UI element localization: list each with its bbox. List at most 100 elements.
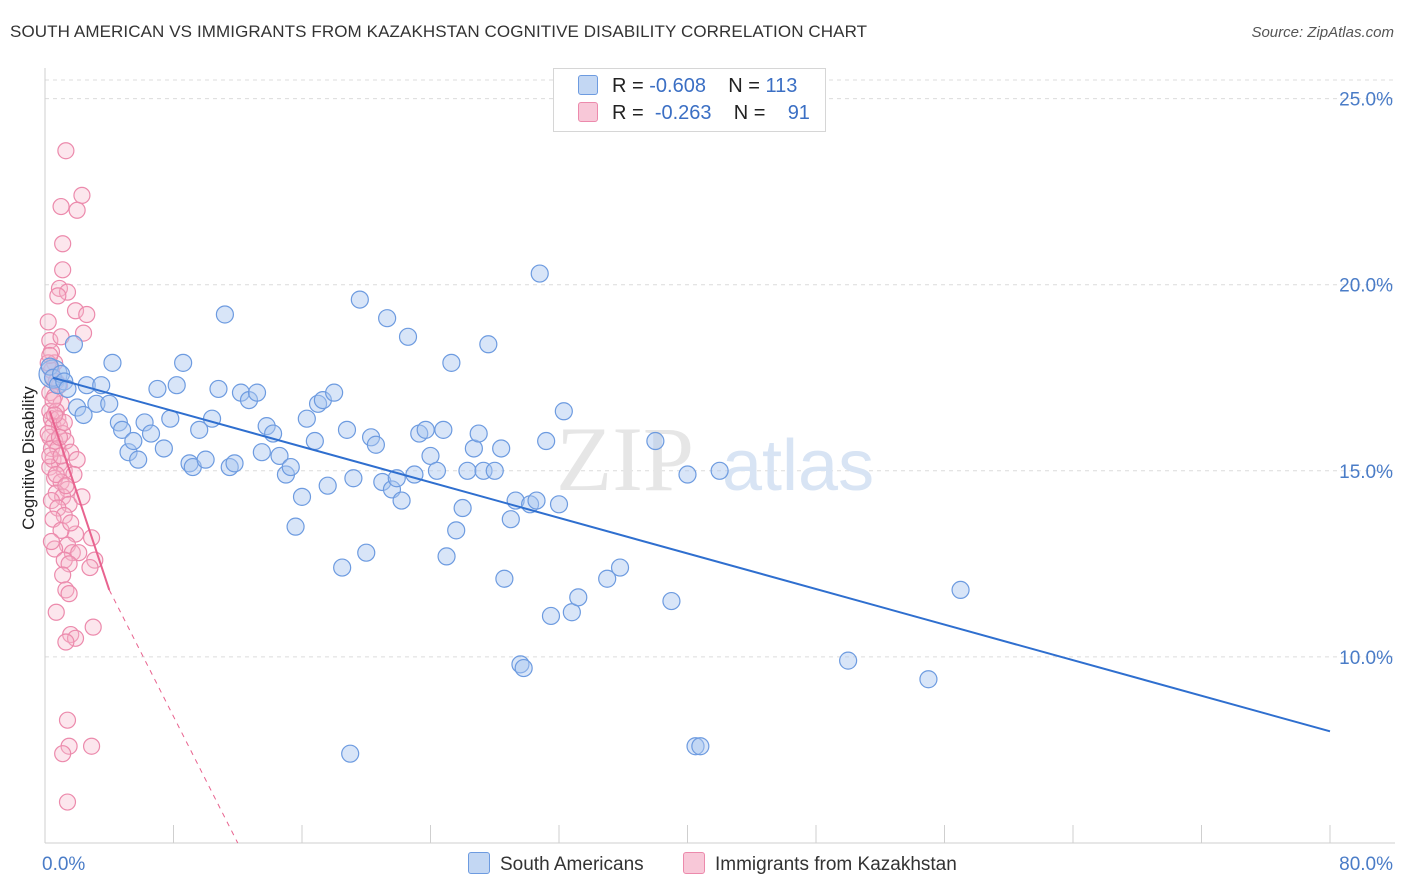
south-american-point: [225, 454, 244, 473]
south-american-point: [58, 379, 77, 399]
legend-n-label: N =: [728, 75, 760, 97]
south-american-point: [485, 461, 504, 480]
gridlines: [45, 79, 1395, 658]
bottom-legend-south-americans: South Americans: [468, 852, 644, 876]
south-american-point: [951, 580, 970, 600]
south-american-point: [537, 431, 556, 451]
legend-n-label: N =: [733, 102, 766, 124]
south-american-point: [598, 569, 617, 588]
blue-swatch-icon: [468, 852, 490, 874]
stats-legend: R = -0.608 N = 113 R = -0.263 N = 91: [553, 68, 826, 132]
south-american-point: [190, 420, 209, 439]
legend-row-kazakhstan: R = -0.263 N = 91: [578, 102, 810, 126]
south-american-point: [135, 413, 154, 432]
south-american-point: [541, 606, 561, 626]
kazakhstan-point: [60, 585, 78, 603]
south-american-point: [442, 353, 461, 372]
south-american-point: [270, 446, 289, 466]
south-american-point: [350, 290, 369, 309]
south-american-point: [839, 651, 858, 670]
kazakhstan-point: [42, 532, 61, 551]
south-american-point: [129, 450, 148, 469]
south-american-point: [678, 465, 697, 484]
blue-swatch-icon: [578, 75, 598, 95]
south-american-point: [202, 409, 222, 428]
watermark: ZIP atlas: [556, 408, 874, 510]
kazakhstan-point: [81, 558, 99, 577]
south-american-point: [148, 379, 167, 399]
south-american-point: [196, 450, 215, 469]
south-american-point: [549, 495, 569, 514]
kazakhstan-point: [74, 324, 93, 342]
south-american-point: [919, 670, 938, 689]
pink-swatch-icon: [683, 852, 705, 874]
south-american-point: [357, 543, 376, 562]
south-american-point: [68, 398, 87, 417]
kazakhstan-point: [47, 465, 65, 484]
south-american-point: [366, 435, 385, 454]
kazakhstan-point: [57, 142, 75, 160]
south-american-points: [38, 264, 970, 763]
watermark-atlas: atlas: [722, 426, 874, 506]
south-american-point: [437, 547, 456, 566]
south-american-point: [286, 517, 305, 536]
south-american-point: [434, 420, 453, 439]
south-american-point: [501, 510, 520, 529]
south-american-point: [337, 420, 357, 439]
south-american-point: [209, 379, 228, 399]
kazakhstan-point: [78, 305, 96, 324]
kazakhstan-point: [82, 737, 101, 755]
kazakhstan-point: [62, 514, 80, 532]
kazakhstan-trend-line: [48, 410, 111, 591]
south-american-point: [341, 744, 360, 763]
south-american-point: [646, 431, 665, 451]
kazakhstan-point: [39, 313, 57, 331]
south-american-point: [710, 461, 729, 480]
legend-row-south-americans: R = -0.608 N = 113: [578, 75, 797, 99]
south-american-point: [167, 376, 186, 395]
pink-swatch-icon: [578, 102, 598, 122]
south-american-point: [247, 383, 267, 402]
y-axis-label: Cognitive Disability: [19, 386, 38, 530]
south-american-point: [344, 469, 363, 488]
x-tick-label: 0.0%: [42, 854, 85, 875]
kazakhstan-point: [58, 711, 77, 729]
watermark-zip: ZIP: [556, 408, 694, 510]
south-american-point: [103, 353, 122, 372]
south-american-point: [333, 558, 352, 577]
south-american-point: [610, 558, 630, 577]
y-tick-label: 10.0%: [1339, 648, 1393, 669]
kazakhstan-point: [58, 283, 77, 301]
south-american-point: [458, 461, 477, 480]
kazakhstan-point: [54, 235, 72, 253]
y-tick-label: 15.0%: [1339, 462, 1393, 483]
south-american-point: [378, 309, 397, 328]
south-american-point: [318, 476, 337, 495]
kazakhstan-point: [54, 261, 72, 279]
south-american-point: [87, 394, 106, 413]
trend-lines: [48, 376, 1331, 844]
kazakhstan-point: [49, 287, 67, 305]
kazakhstan-point: [47, 603, 65, 621]
kazakhstan-point: [84, 618, 102, 636]
kazakhstan-point: [58, 793, 77, 811]
south-american-point: [469, 424, 488, 443]
kazakhstan-point: [46, 406, 64, 424]
south-american-point: [554, 402, 573, 421]
kazakhstan-point: [54, 566, 72, 584]
legend-r-value: -0.263: [654, 102, 712, 124]
bottom-legend-label: Immigrants from Kazakhstan: [715, 854, 957, 875]
south-american-point: [64, 335, 84, 354]
south-american-point: [495, 569, 514, 588]
south-american-point: [74, 405, 93, 425]
south-american-point: [691, 737, 710, 756]
south-american-point: [325, 383, 344, 402]
south-american-point: [492, 439, 511, 458]
south-american-point: [174, 353, 193, 372]
kazakhstan-point: [52, 197, 70, 216]
kazakhstan-point: [66, 302, 85, 320]
kazakhstan-point: [54, 745, 72, 763]
south-american-point: [662, 591, 681, 611]
kazakhstan-point: [73, 186, 91, 204]
chart-title: SOUTH AMERICAN VS IMMIGRANTS FROM KAZAKH…: [10, 22, 868, 41]
